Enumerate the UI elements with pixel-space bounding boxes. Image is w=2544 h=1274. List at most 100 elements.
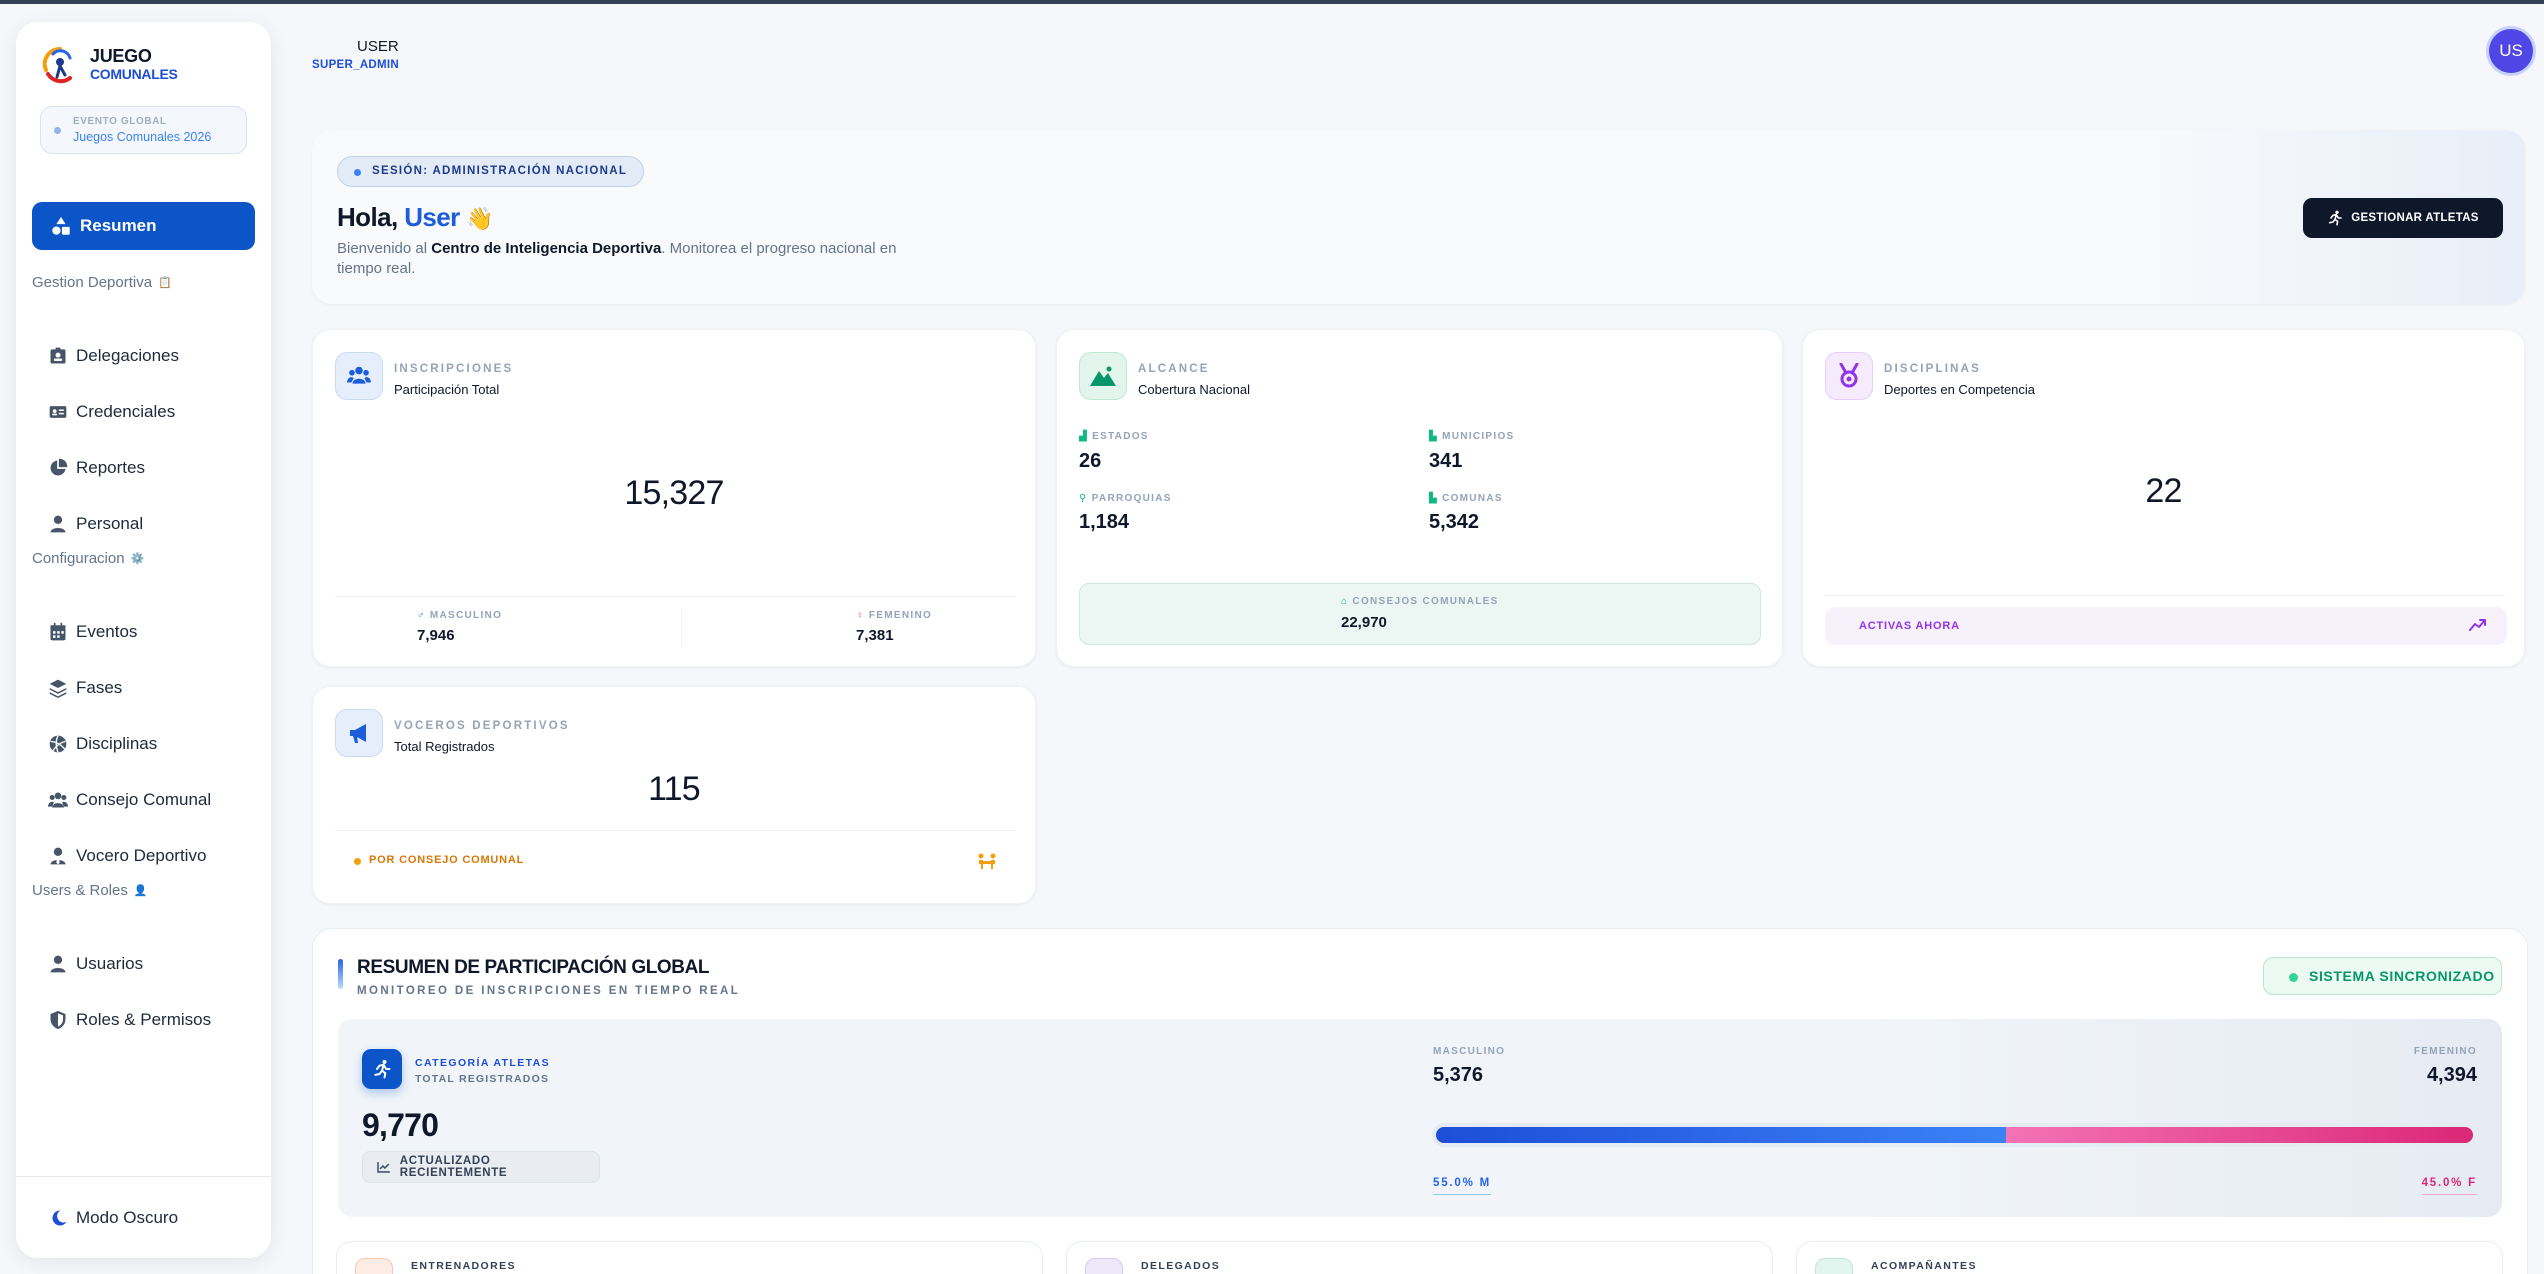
parroquias-label: ⚲ PARROQUIAS bbox=[1079, 493, 1172, 504]
consejos-box: ⌂ CONSEJOS COMUNALES 22,970 bbox=[1079, 583, 1761, 645]
male-icon: ♂ bbox=[417, 610, 430, 621]
consejos-label-text: CONSEJOS COMUNALES bbox=[1352, 596, 1499, 607]
card-title: ALCANCE bbox=[1138, 363, 1210, 375]
chart-icon: ▟ bbox=[1079, 431, 1093, 442]
active-now-label: ACTIVAS AHORA bbox=[1859, 620, 1960, 632]
sidebar-item-disciplinas[interactable]: Disciplinas bbox=[48, 731, 157, 757]
sidebar-item-usuarios[interactable]: Usuarios bbox=[48, 951, 143, 977]
sidebar-item-label: Reportes bbox=[76, 458, 145, 477]
estados-value: 26 bbox=[1079, 450, 1102, 472]
delegados-card: DELEGADOS bbox=[1066, 1241, 1773, 1274]
dark-mode-toggle[interactable]: Modo Oscuro bbox=[50, 1208, 178, 1228]
sync-status-badge: SISTEMA SINCRONIZADO bbox=[2263, 957, 2502, 995]
card-subtitle: Deportes en Competencia bbox=[1884, 382, 2036, 397]
clipboard-icon: 📋 bbox=[158, 277, 172, 289]
brand-line1: JUEGO bbox=[90, 46, 152, 66]
trend-up-icon bbox=[2469, 619, 2486, 631]
sidebar-item-label: Fases bbox=[76, 678, 123, 697]
disciplinas-total: 22 bbox=[2145, 472, 2182, 510]
female-label: ♀ FEMENINO bbox=[856, 610, 932, 621]
card-subtitle: Cobertura Nacional bbox=[1138, 382, 1251, 397]
sidebar-item-resumen[interactable]: Resumen bbox=[32, 202, 255, 250]
section-title: Gestion Deportiva bbox=[32, 274, 153, 291]
estados-label: ▟ ESTADOS bbox=[1079, 431, 1149, 442]
welcome-post: . Monitorea el progreso nacional en tiem… bbox=[337, 240, 897, 277]
brand[interactable]: JUEGO COMUNALES bbox=[40, 44, 178, 84]
medal-icon bbox=[1825, 352, 1873, 400]
handshake-icon bbox=[1815, 1258, 1853, 1274]
session-badge: SESIÓN: ADMINISTRACIÓN NACIONAL bbox=[337, 156, 645, 187]
welcome-hero: SESIÓN: ADMINISTRACIÓN NACIONAL Hola, Us… bbox=[312, 130, 2525, 304]
megaphone-icon bbox=[335, 709, 383, 757]
sidebar-item-reportes[interactable]: Reportes bbox=[48, 455, 145, 481]
running-icon bbox=[362, 1049, 402, 1089]
athletes-summary: CATEGORÍA ATLETAS TOTAL REGISTRADOS 9,77… bbox=[338, 1019, 2502, 1217]
buildings-icon: ▙ bbox=[1429, 493, 1443, 504]
parroquias-value: 1,184 bbox=[1079, 511, 1130, 533]
active-now-strip: ACTIVAS AHORA bbox=[1825, 607, 2507, 645]
manage-athletes-button[interactable]: GESTIONAR ATLETAS bbox=[2303, 198, 2503, 238]
whistle-icon bbox=[355, 1258, 393, 1274]
welcome-pre: Bienvenido al bbox=[337, 240, 432, 257]
entrenadores-card: ENTRENADORES bbox=[336, 1241, 1043, 1274]
male-progress-fill bbox=[1436, 1127, 2006, 1143]
athletes-male-label: MASCULINO bbox=[1433, 1046, 1506, 1057]
pie-chart-icon bbox=[50, 458, 68, 476]
user-role: SUPER_ADMIN bbox=[312, 59, 400, 71]
parroquias-label-text: PARROQUIAS bbox=[1091, 493, 1172, 504]
panel-title: RESUMEN DE PARTICIPACIÓN GLOBAL bbox=[357, 957, 710, 978]
municipios-value: 341 bbox=[1429, 450, 1463, 472]
municipios-label: ▙ MUNICIPIOS bbox=[1429, 431, 1515, 442]
brand-logo bbox=[40, 44, 80, 84]
sidebar-item-vocero-deportivo[interactable]: Vocero Deportivo bbox=[48, 843, 206, 869]
welcome-bold: Centro de Inteligencia Deportiva bbox=[431, 240, 662, 257]
line-chart-icon bbox=[377, 1162, 390, 1173]
sidebar-item-personal[interactable]: Personal bbox=[48, 511, 143, 537]
card-title: ACOMPAÑANTES bbox=[1871, 1260, 1977, 1272]
sidebar-item-fases[interactable]: Fases bbox=[48, 675, 122, 701]
sidebar-item-credenciales[interactable]: Credenciales bbox=[48, 399, 175, 425]
greeting: Hola, User 👋 bbox=[337, 202, 494, 233]
card-subtitle: Participación Total bbox=[394, 382, 500, 397]
male-label: ♂ MASCULINO bbox=[417, 610, 502, 621]
comunas-label-text: COMUNAS bbox=[1442, 493, 1503, 504]
user-name: USER bbox=[357, 38, 399, 55]
sidebar-item-consejo-comunal[interactable]: Consejo Comunal bbox=[48, 787, 211, 813]
sidebar-item-label: Vocero Deportivo bbox=[76, 846, 207, 865]
sidebar-item-delegaciones[interactable]: Delegaciones bbox=[48, 343, 179, 369]
users-icon bbox=[48, 792, 68, 808]
greeting-text: Hola, bbox=[337, 202, 398, 232]
sidebar-item-eventos[interactable]: Eventos bbox=[48, 619, 137, 645]
card-subtitle: Total Registrados bbox=[394, 739, 495, 754]
top-accent-line bbox=[0, 0, 2544, 4]
house-icon: ⌂ bbox=[1341, 596, 1353, 607]
person-icon: 👤 bbox=[133, 885, 148, 897]
section-users-roles: Users & Roles 👤 bbox=[32, 882, 148, 899]
volleyball-icon bbox=[49, 735, 67, 753]
status-dot bbox=[354, 858, 361, 865]
greeting-user: User bbox=[404, 202, 460, 232]
sidebar-item-label: Resumen bbox=[80, 216, 157, 235]
event-dot bbox=[54, 127, 61, 134]
card-title: VOCEROS DEPORTIVOS bbox=[394, 720, 570, 732]
event-selector[interactable]: EVENTO GLOBAL Juegos Comunales 2026 bbox=[40, 106, 247, 154]
female-label-text: FEMENINO bbox=[868, 610, 933, 621]
sidebar-item-roles-permisos[interactable]: Roles & Permisos bbox=[48, 1007, 211, 1033]
acompanantes-card: ACOMPAÑANTES bbox=[1796, 1241, 2503, 1274]
female-icon: ♀ bbox=[856, 610, 869, 621]
female-value: 7,381 bbox=[856, 627, 894, 644]
avatar[interactable]: US bbox=[2489, 29, 2533, 73]
sidebar-item-label: Disciplinas bbox=[76, 734, 158, 753]
dark-mode-label: Modo Oscuro bbox=[76, 1208, 179, 1227]
comunas-label: ▙ COMUNAS bbox=[1429, 493, 1503, 504]
shapes-icon bbox=[52, 216, 70, 235]
section-title: Configuracion bbox=[32, 550, 125, 567]
event-name: Juegos Comunales 2026 bbox=[73, 130, 212, 144]
sidebar-item-label: Delegaciones bbox=[76, 346, 180, 365]
sidebar-divider bbox=[16, 1176, 271, 1177]
athletes-female-label: FEMENINO bbox=[2413, 1046, 2477, 1057]
gender-progress-bar bbox=[1432, 1123, 2477, 1147]
user-icon bbox=[50, 515, 66, 533]
running-icon bbox=[2329, 210, 2343, 226]
athletes-female-value: 4,394 bbox=[2426, 1064, 2477, 1086]
